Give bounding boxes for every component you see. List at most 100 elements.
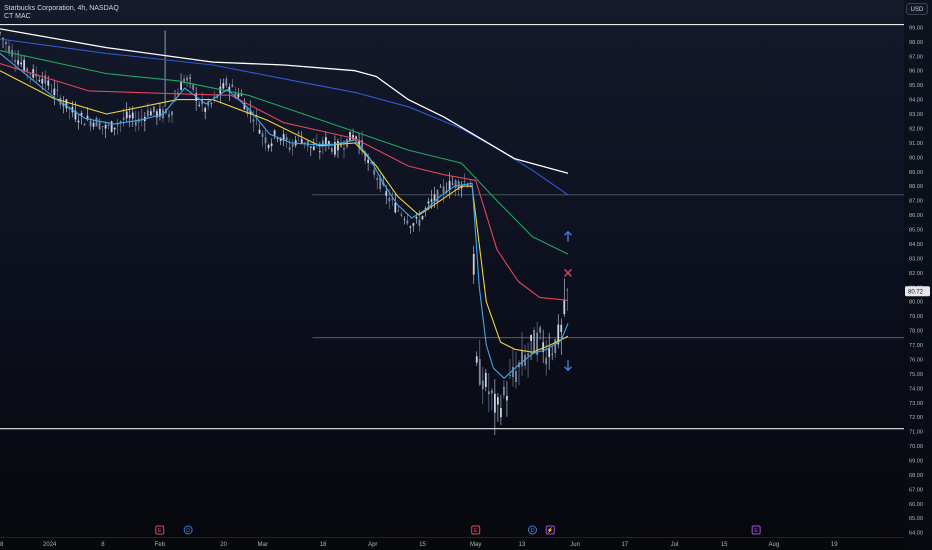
candle-body — [454, 180, 457, 188]
candle-body — [337, 141, 339, 151]
up-arrow-icon — [564, 230, 572, 242]
candle-body — [219, 86, 222, 94]
candle-body — [74, 110, 77, 120]
candle-body — [343, 147, 345, 150]
candle-body — [95, 117, 98, 127]
candle-body — [403, 219, 406, 220]
candle-body — [0, 32, 1, 34]
candle-body — [545, 357, 548, 365]
moving-average-line — [0, 28, 569, 174]
price-scale[interactable] — [904, 0, 932, 550]
candle-body — [394, 202, 397, 213]
candle-body — [26, 68, 29, 72]
candle-body — [168, 114, 170, 118]
indicator-label[interactable]: CT MAC — [4, 13, 31, 20]
candle-body — [2, 38, 4, 39]
candle-body — [53, 88, 56, 96]
candle-body — [131, 112, 134, 119]
candle-body — [107, 124, 110, 126]
candle-body — [300, 139, 303, 144]
candle-body — [475, 356, 478, 363]
candle-body — [367, 159, 370, 163]
horizontal-levels — [0, 23, 904, 430]
candle-body — [439, 186, 442, 188]
candle-body — [149, 111, 152, 116]
candle-body — [56, 89, 59, 91]
candle-body — [493, 393, 496, 413]
candle-body — [252, 119, 255, 122]
candle-body — [521, 351, 523, 367]
dividend-marker — [183, 525, 193, 535]
candle-body — [385, 191, 388, 196]
candle-body — [14, 60, 16, 62]
candle-body — [282, 134, 285, 141]
candle-body — [258, 129, 261, 134]
candle-body — [152, 106, 155, 113]
event-letter: E — [754, 528, 758, 534]
candle-body — [183, 78, 185, 82]
candle-body — [204, 107, 207, 112]
candle-body — [421, 216, 424, 220]
candle-body — [318, 151, 321, 153]
candle-body — [364, 151, 367, 161]
candle-body — [481, 380, 484, 390]
candle-body — [267, 144, 270, 148]
candle-body — [213, 96, 216, 98]
candle-body — [436, 189, 439, 203]
candle-body — [50, 91, 53, 93]
candle-body — [466, 183, 469, 186]
candle-body — [433, 194, 436, 201]
candle-body — [391, 198, 394, 200]
candle-body — [125, 111, 128, 119]
candle-body — [554, 339, 557, 354]
event-marker — [751, 525, 761, 535]
candle-body — [234, 92, 237, 97]
candle-body — [430, 199, 433, 202]
candle-body — [503, 386, 505, 396]
event-letter: E — [158, 528, 162, 534]
candle-body — [128, 115, 131, 118]
moving-average-line — [0, 38, 569, 196]
candle-body — [309, 146, 312, 148]
signals — [564, 230, 572, 372]
candle-body — [451, 183, 454, 185]
candle-body — [334, 141, 336, 155]
candle-body — [321, 140, 324, 147]
candle-body — [460, 185, 463, 189]
candle-body — [427, 201, 430, 204]
currency-button[interactable]: USD — [906, 3, 928, 15]
candle-body — [388, 197, 391, 202]
candle-body — [38, 80, 41, 82]
moving-averages — [0, 28, 569, 379]
candle-body — [376, 177, 379, 180]
candle-body — [122, 117, 125, 120]
candle-body — [349, 131, 351, 141]
candle-body — [5, 41, 7, 45]
candle-body — [237, 93, 240, 98]
candle-body — [98, 122, 101, 130]
event-marker — [155, 525, 165, 535]
candle-body — [92, 122, 95, 127]
candle-body — [104, 124, 107, 129]
candle-body — [303, 142, 306, 144]
candle-body — [415, 216, 418, 219]
candle-body — [207, 101, 210, 106]
candle-body — [116, 124, 119, 126]
event-marker — [545, 525, 555, 535]
time-scale[interactable] — [0, 537, 904, 550]
candle-body — [140, 118, 143, 119]
candles — [0, 30, 569, 436]
candle-body — [225, 78, 228, 86]
candle-body — [89, 120, 92, 127]
candle-body — [566, 289, 569, 291]
candle-body — [8, 45, 10, 54]
candle-body — [35, 74, 38, 77]
candle-body — [171, 111, 173, 116]
candle-body — [291, 144, 294, 147]
candle-body — [560, 324, 563, 333]
candle-body — [352, 134, 354, 140]
candle-body — [370, 162, 373, 164]
candle-body — [86, 115, 89, 120]
